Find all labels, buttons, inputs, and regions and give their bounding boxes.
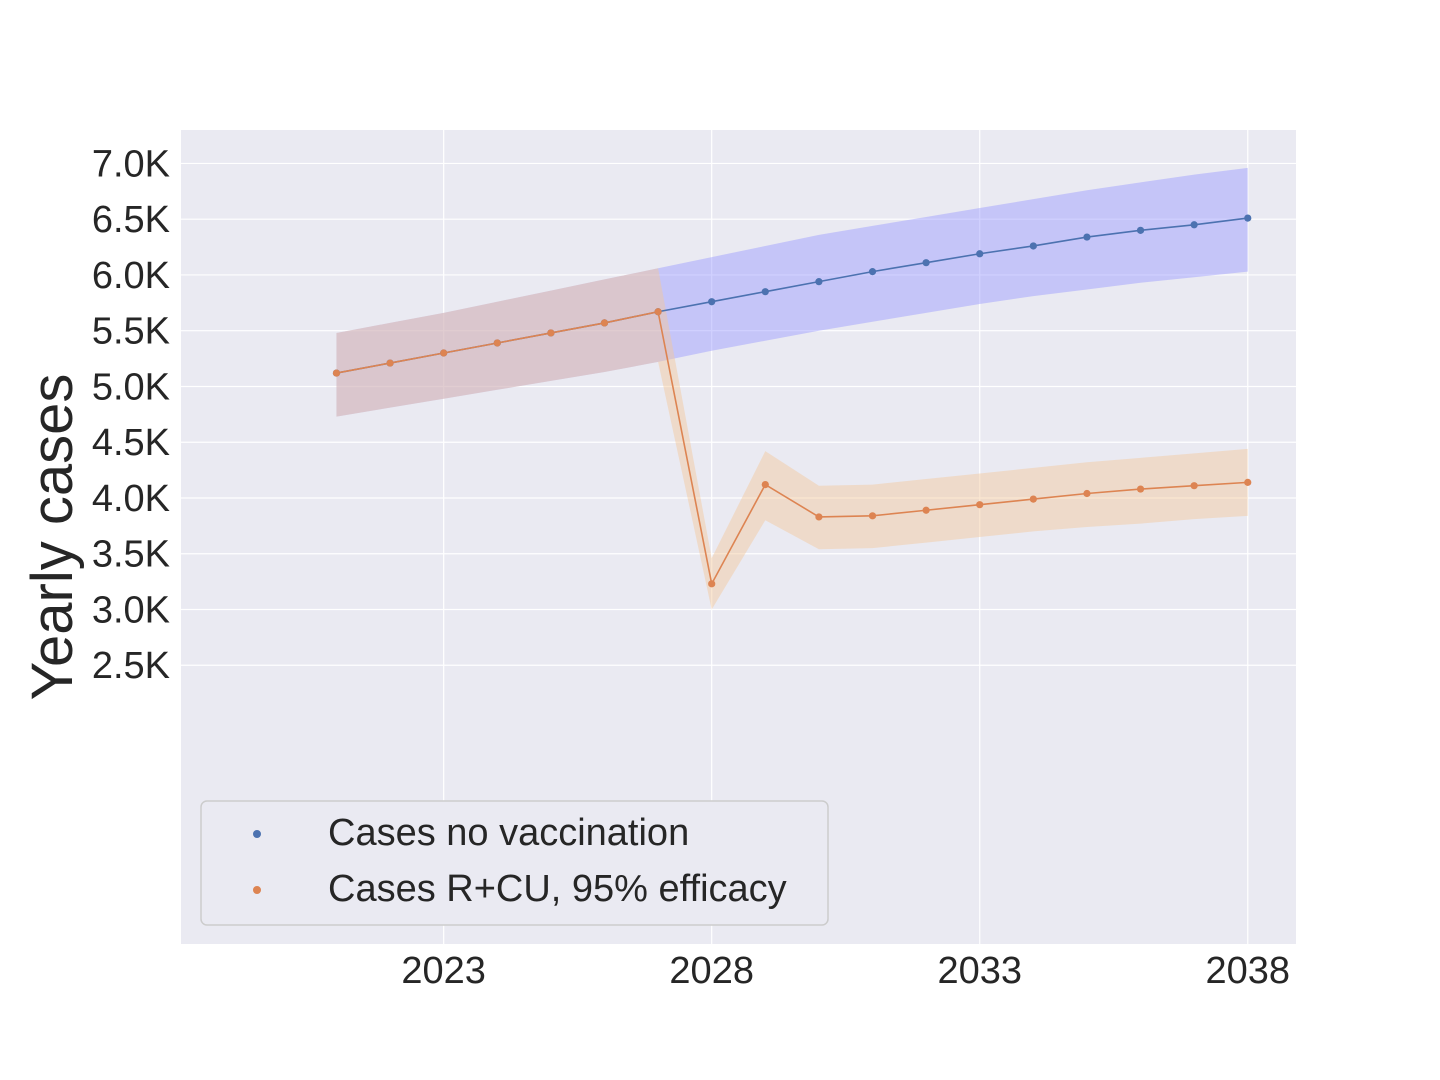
legend-marker-rcu-95 <box>253 886 261 894</box>
data-point <box>815 278 823 286</box>
y-gridlines <box>181 162 1296 666</box>
confidence-band-series-0 <box>336 167 1248 417</box>
y-tick-label: 6.0K <box>92 255 170 297</box>
confidence-bands <box>336 167 1248 610</box>
data-point <box>1244 478 1252 486</box>
data-point <box>761 480 769 489</box>
x-tick-label: 2038 <box>1205 950 1290 992</box>
data-point <box>1029 495 1037 503</box>
data-point <box>708 298 716 306</box>
series-lines <box>336 217 1248 587</box>
legend-label-rcu-95: Cases R+CU, 95% efficacy <box>328 868 787 910</box>
y-tick-label: 6.5K <box>92 199 170 241</box>
data-point <box>493 339 501 347</box>
legend-marker-no-vaccination <box>253 830 261 838</box>
data-point <box>1136 485 1145 493</box>
data-point <box>332 369 341 377</box>
legend: Cases no vaccination Cases R+CU, 95% eff… <box>200 800 829 926</box>
data-point <box>654 308 662 316</box>
data-point <box>868 268 877 276</box>
y-tick-label: 7.0K <box>92 143 170 185</box>
series-line-1 <box>336 310 1248 587</box>
data-point <box>708 580 716 588</box>
data-point <box>815 513 823 521</box>
data-point <box>976 501 984 509</box>
data-point <box>440 349 448 357</box>
y-axis-title: Yearly cases <box>20 374 85 701</box>
data-point <box>386 359 394 367</box>
data-point <box>600 319 609 327</box>
y-tick-label: 2.5K <box>92 645 170 687</box>
data-point <box>922 506 930 514</box>
y-tick-labels: 2.5K 3.0K 3.5K 4.0K 4.5K 5.0K 5.5K 6.0K 6.5K 7.0K <box>92 143 170 687</box>
data-point <box>1136 226 1145 234</box>
data-point <box>1190 482 1198 490</box>
data-point <box>1029 242 1037 250</box>
legend-box <box>200 800 829 926</box>
x-tick-label: 2028 <box>669 950 754 992</box>
confidence-band-series-1 <box>336 268 1248 610</box>
data-point <box>976 250 984 258</box>
y-tick-label: 5.0K <box>92 366 170 408</box>
data-point <box>761 288 769 296</box>
x-tick-label: 2033 <box>937 950 1022 992</box>
y-tick-label: 4.0K <box>92 478 170 520</box>
data-point <box>1083 233 1091 241</box>
data-point <box>922 259 930 267</box>
data-point <box>1083 489 1091 498</box>
series-points <box>332 214 1252 588</box>
x-tick-labels: 2023 2028 2033 2038 <box>401 950 1290 992</box>
data-point <box>1190 221 1198 229</box>
data-point <box>1244 214 1252 222</box>
data-point <box>868 512 877 520</box>
y-tick-label: 4.5K <box>92 422 170 464</box>
y-tick-label: 3.0K <box>92 589 170 631</box>
legend-label-no-vaccination: Cases no vaccination <box>328 812 689 854</box>
x-tick-label: 2023 <box>401 950 486 992</box>
data-point <box>547 329 555 337</box>
y-tick-label: 5.5K <box>92 311 170 353</box>
y-tick-label: 3.5K <box>92 534 170 576</box>
